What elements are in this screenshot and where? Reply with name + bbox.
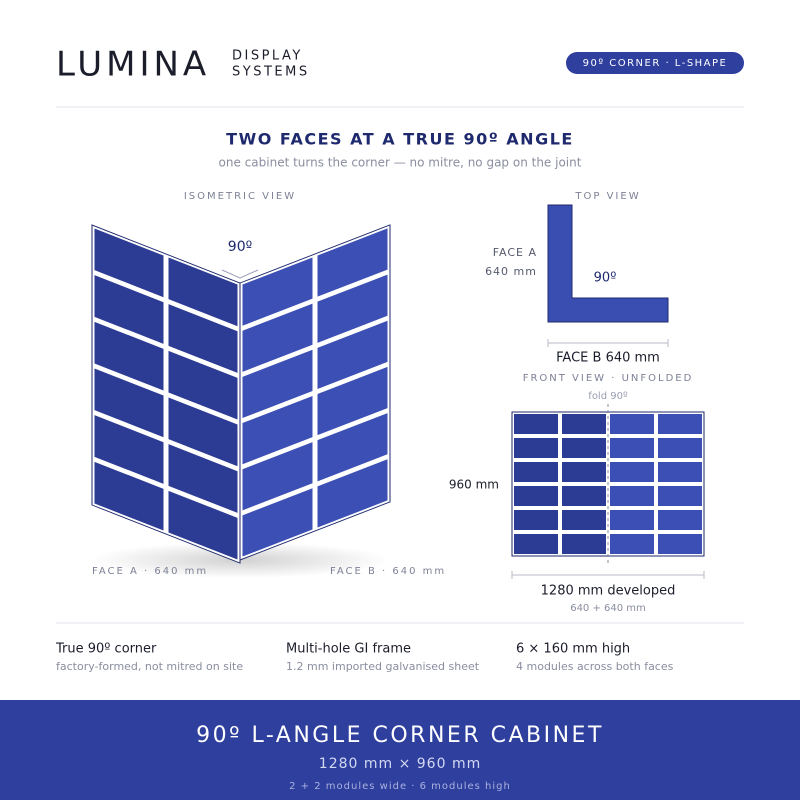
module <box>658 414 702 434</box>
module <box>514 414 558 434</box>
subheading: one cabinet turns the corner — no mitre,… <box>219 156 582 170</box>
module <box>514 438 558 458</box>
module <box>168 490 238 560</box>
module <box>168 257 238 327</box>
module <box>610 414 654 434</box>
module <box>658 510 702 530</box>
module <box>94 461 164 531</box>
module <box>94 321 164 391</box>
module <box>317 274 388 343</box>
dim-label: 960 mm <box>449 478 499 492</box>
module <box>610 510 654 530</box>
module <box>658 438 702 458</box>
footer-bg <box>0 700 800 800</box>
brand-line: SYSTEMS <box>232 65 310 80</box>
feature-text: 1.2 mm imported galvanised sheet <box>286 660 480 673</box>
module <box>514 510 558 530</box>
dim-label: 640 + 640 mm <box>570 603 646 614</box>
feature-title: True 90º corner <box>55 642 157 657</box>
module <box>514 462 558 482</box>
footer-modules: 2 + 2 modules wide · 6 modules high <box>289 781 511 792</box>
angle-label: 90º <box>228 239 252 255</box>
module <box>242 303 313 372</box>
angle-label: 90º <box>594 271 617 286</box>
module <box>658 534 702 554</box>
module <box>242 395 313 465</box>
module <box>168 350 238 420</box>
module <box>610 486 654 506</box>
module <box>94 228 164 298</box>
module <box>242 257 313 326</box>
brand-line: DISPLAY <box>232 49 303 64</box>
module <box>94 368 164 438</box>
brand-name: LUMINA <box>56 45 210 85</box>
module <box>242 488 313 557</box>
face-b <box>239 224 391 561</box>
module <box>562 462 606 482</box>
footer-size: 1280 mm × 960 mm <box>319 756 481 772</box>
module <box>168 304 238 373</box>
view-label: FRONT VIEW · UNFOLDED <box>523 373 694 384</box>
module <box>317 413 388 482</box>
module <box>317 366 388 436</box>
footer-title: 90º L-ANGLE CORNER CABINET <box>196 723 604 748</box>
front-view <box>511 411 705 557</box>
module <box>168 444 238 513</box>
module <box>562 486 606 506</box>
module <box>242 442 313 511</box>
module <box>562 438 606 458</box>
module <box>514 534 558 554</box>
module <box>317 459 388 528</box>
module <box>242 349 313 419</box>
module <box>317 320 388 390</box>
module <box>658 486 702 506</box>
view-label: TOP VIEW <box>574 191 640 202</box>
module <box>317 228 388 297</box>
module <box>94 275 164 344</box>
module <box>610 534 654 554</box>
dim-line <box>547 339 669 347</box>
feature-title: Multi-hole GI frame <box>286 642 411 657</box>
feature-text: factory-formed, not mitred on site <box>56 660 243 673</box>
angle-mark <box>221 269 259 279</box>
module <box>514 486 558 506</box>
fold-label: fold 90º <box>588 391 628 402</box>
dim-line <box>511 571 705 579</box>
badge: 90º CORNER · L-SHAPE <box>583 58 728 69</box>
module <box>168 397 238 467</box>
dim-label: FACE B 640 mm <box>556 351 660 366</box>
module <box>562 510 606 530</box>
dim-label: 640 mm <box>485 265 537 278</box>
face-label: FACE A · 640 mm <box>92 566 208 577</box>
module <box>610 438 654 458</box>
face-a <box>91 224 241 564</box>
l-shape <box>547 204 669 323</box>
dim-label: 1280 mm developed <box>541 584 676 599</box>
module <box>610 462 654 482</box>
module <box>658 462 702 482</box>
heading: TWO FACES AT A TRUE 90º ANGLE <box>226 130 574 149</box>
module <box>94 415 164 484</box>
badge-bg <box>566 52 744 74</box>
module <box>562 414 606 434</box>
feature-title: 6 × 160 mm high <box>516 642 630 657</box>
view-label: ISOMETRIC VIEW <box>184 191 296 202</box>
face-label: FACE B · 640 mm <box>330 566 446 577</box>
dim-label: FACE A <box>493 246 537 259</box>
feature-text: 4 modules across both faces <box>516 660 674 673</box>
module <box>562 534 606 554</box>
